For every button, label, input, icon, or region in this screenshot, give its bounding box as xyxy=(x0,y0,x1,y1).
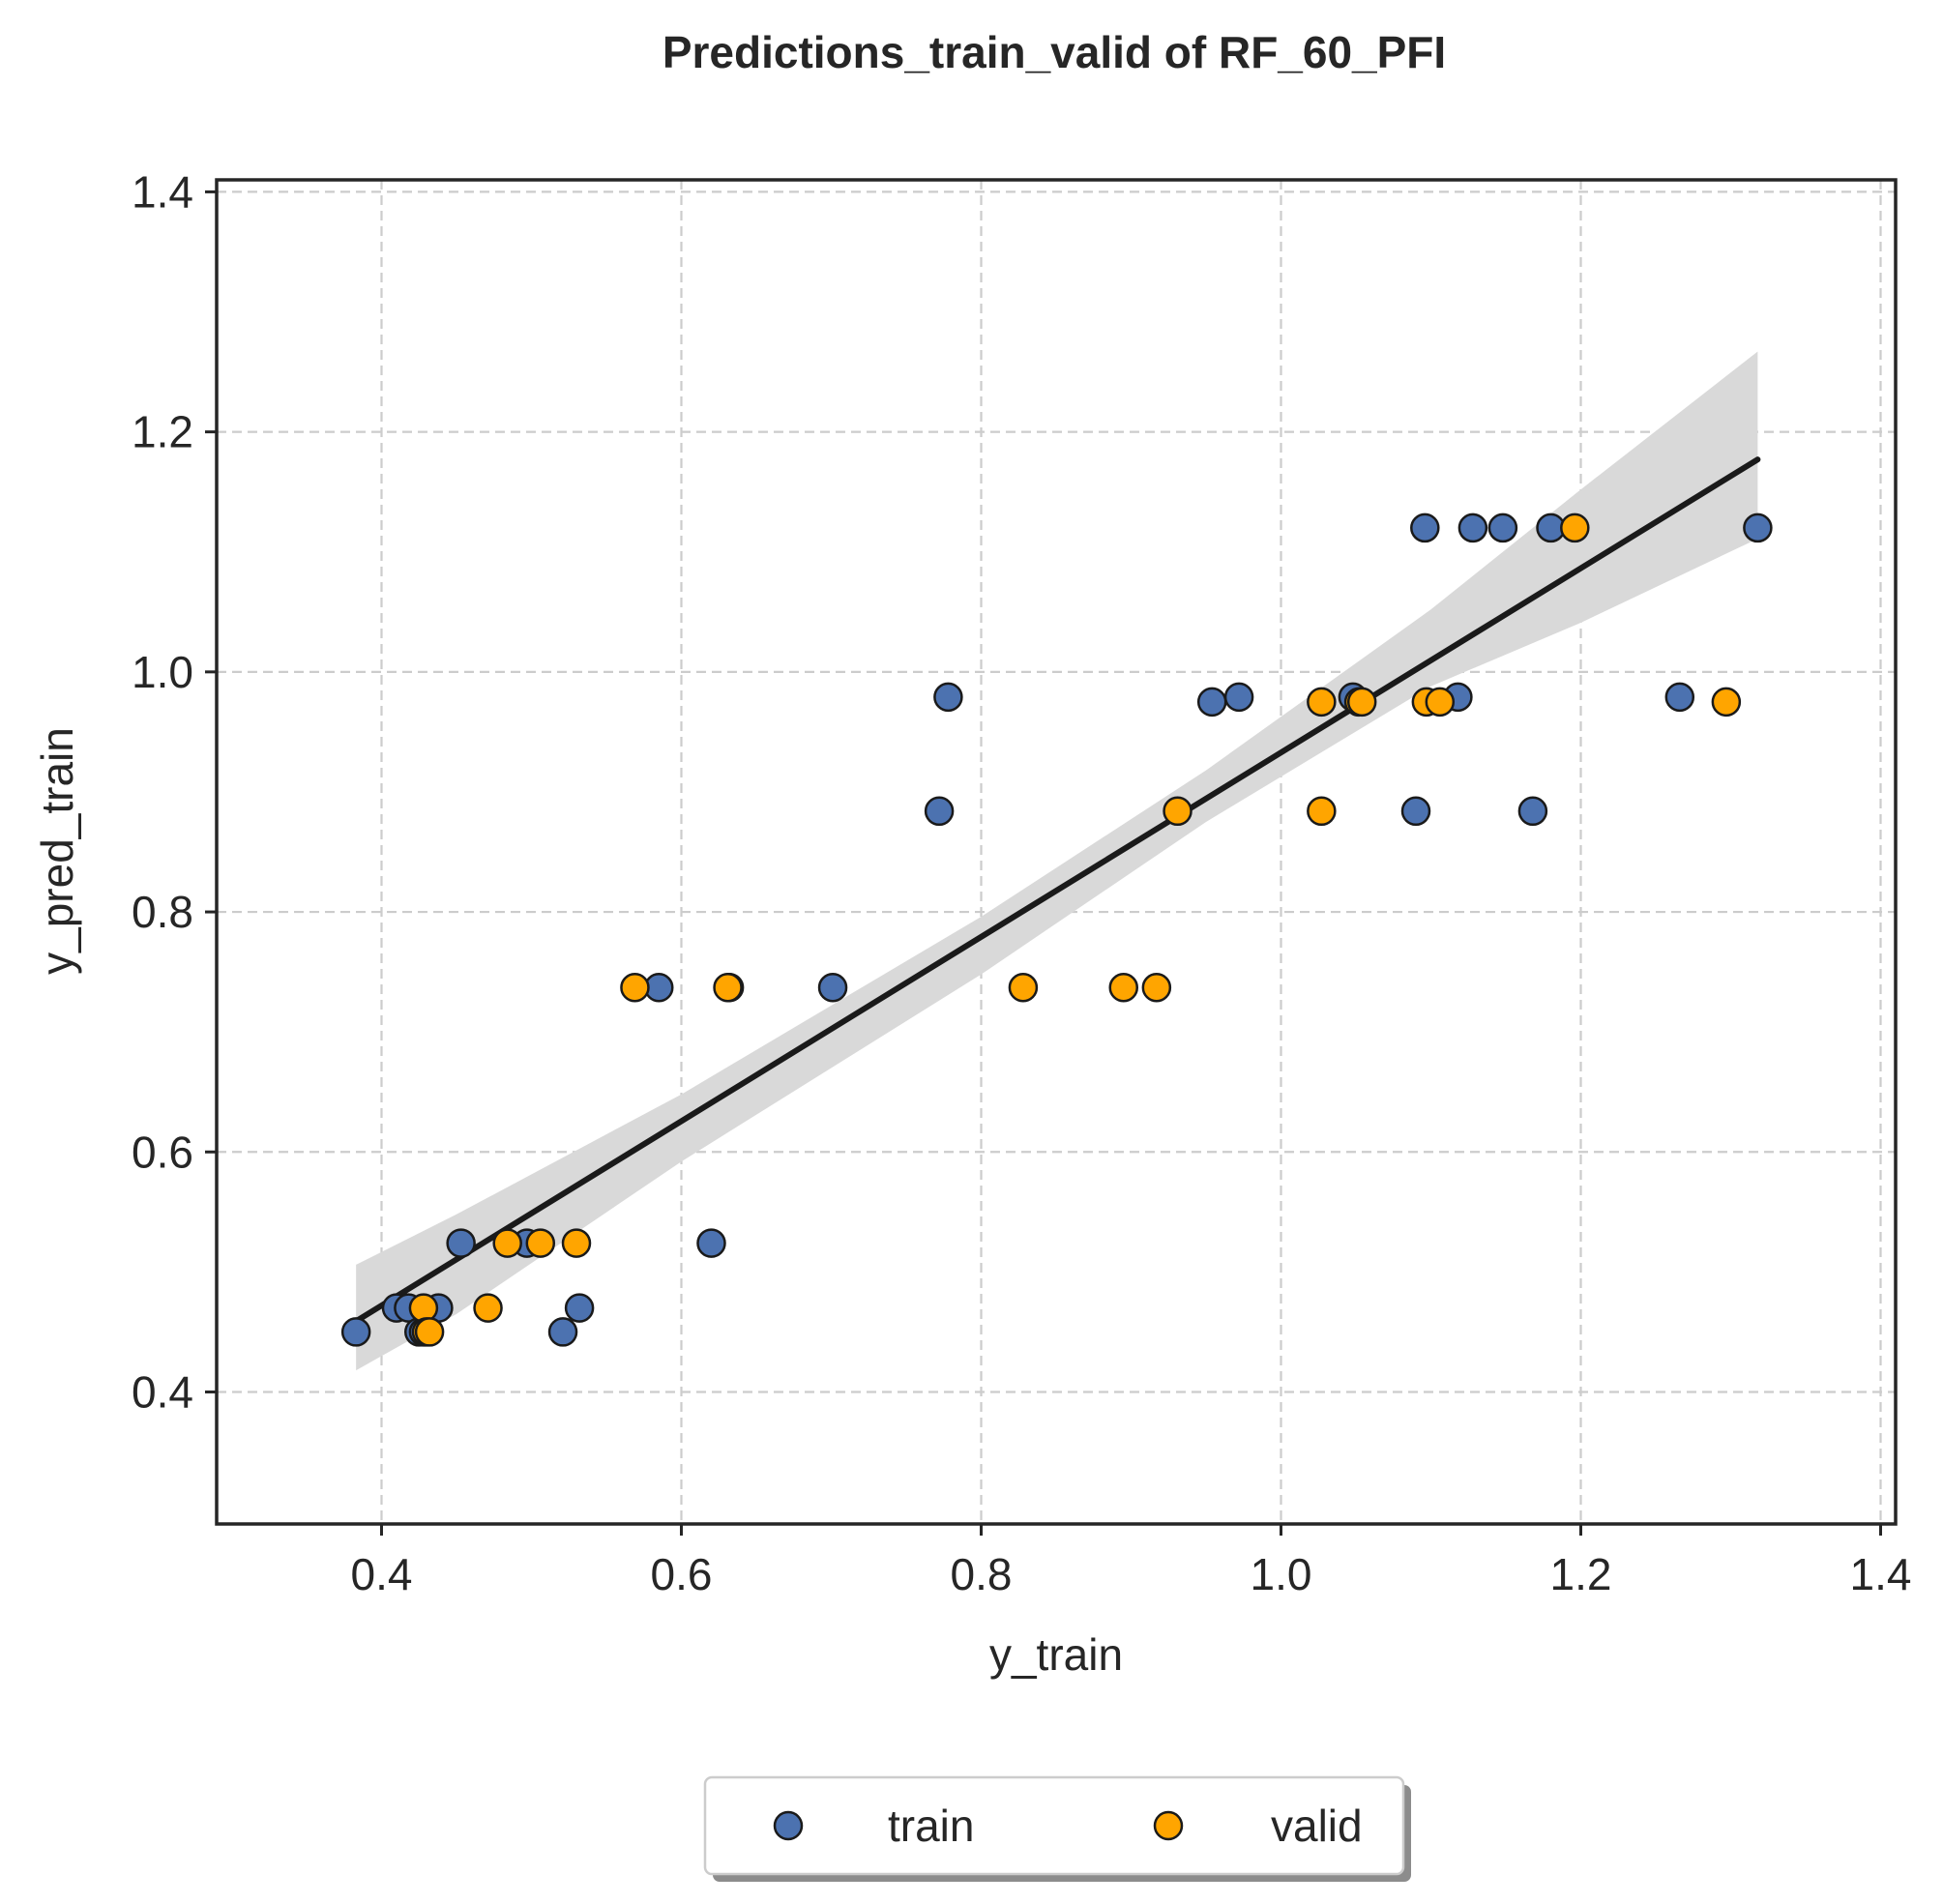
train-point xyxy=(1196,687,1227,718)
x-tick-label: 0.6 xyxy=(651,1549,713,1599)
valid-point xyxy=(1711,687,1742,718)
legend-label-train: train xyxy=(888,1801,974,1851)
valid-point xyxy=(525,1228,556,1258)
y-axis-label: y_pred_train xyxy=(32,727,82,975)
grid xyxy=(217,180,1896,1524)
valid-point xyxy=(1141,972,1172,1003)
train-point xyxy=(340,1317,371,1347)
train-point xyxy=(924,796,955,827)
train-point xyxy=(1743,513,1773,543)
data-points xyxy=(340,513,1773,1347)
y-tick-label: 0.8 xyxy=(132,887,193,937)
x-tick-label: 1.2 xyxy=(1550,1549,1612,1599)
y-tick-label: 0.6 xyxy=(132,1127,193,1177)
train-point xyxy=(1410,513,1440,543)
legend: train valid xyxy=(703,1775,1411,1882)
legend-marker-valid xyxy=(1153,1810,1184,1841)
plot-frame xyxy=(215,178,1898,1526)
confidence-band xyxy=(356,351,1758,1371)
train-point xyxy=(817,972,848,1003)
train-point xyxy=(696,1228,726,1258)
x-tick-label: 0.4 xyxy=(351,1549,413,1599)
valid-point xyxy=(1008,972,1039,1003)
train-point xyxy=(1664,682,1695,713)
valid-point xyxy=(414,1317,445,1347)
train-point xyxy=(1457,513,1488,543)
valid-point xyxy=(1307,687,1337,718)
valid-point xyxy=(1163,796,1192,827)
valid-point xyxy=(492,1228,522,1258)
y-tick-label: 0.4 xyxy=(132,1366,193,1417)
train-point xyxy=(933,682,963,713)
x-tick-label: 0.8 xyxy=(951,1549,1013,1599)
regression-line-group xyxy=(353,456,1761,1325)
valid-point xyxy=(561,1228,592,1258)
valid-point xyxy=(1307,796,1337,827)
train-point xyxy=(564,1293,595,1323)
confidence-band-area xyxy=(356,351,1758,1371)
train-point xyxy=(1223,682,1254,713)
train-point xyxy=(547,1317,578,1347)
legend-marker-train xyxy=(773,1810,804,1841)
x-tick-label: 1.0 xyxy=(1251,1549,1312,1599)
y-axis-ticks: 0.4 0.6 0.8 1.0 1.2 1.4 xyxy=(132,166,217,1417)
chart-title: Predictions_train_valid of RF_60_PFI xyxy=(662,27,1446,77)
valid-point xyxy=(620,972,650,1003)
legend-label-valid: valid xyxy=(1271,1801,1363,1851)
valid-point xyxy=(408,1293,439,1323)
legend-box xyxy=(703,1775,1405,1876)
valid-point xyxy=(1108,972,1138,1003)
x-tick-label: 1.4 xyxy=(1850,1549,1912,1599)
y-tick-label: 1.2 xyxy=(132,407,193,457)
train-point xyxy=(1517,796,1548,827)
train-point xyxy=(1400,796,1431,827)
train-point xyxy=(446,1228,476,1258)
valid-point xyxy=(713,972,743,1003)
valid-point xyxy=(1346,687,1377,718)
valid-point xyxy=(1425,687,1456,718)
valid-point xyxy=(1560,513,1590,543)
y-tick-label: 1.4 xyxy=(132,166,193,217)
train-point xyxy=(1487,513,1518,543)
x-axis-ticks: 0.4 0.6 0.8 1.0 1.2 1.4 xyxy=(351,1524,1912,1599)
y-tick-label: 1.0 xyxy=(132,647,193,697)
x-axis-label: y_train xyxy=(989,1629,1123,1680)
regression-line xyxy=(353,456,1761,1325)
valid-point xyxy=(473,1293,503,1323)
